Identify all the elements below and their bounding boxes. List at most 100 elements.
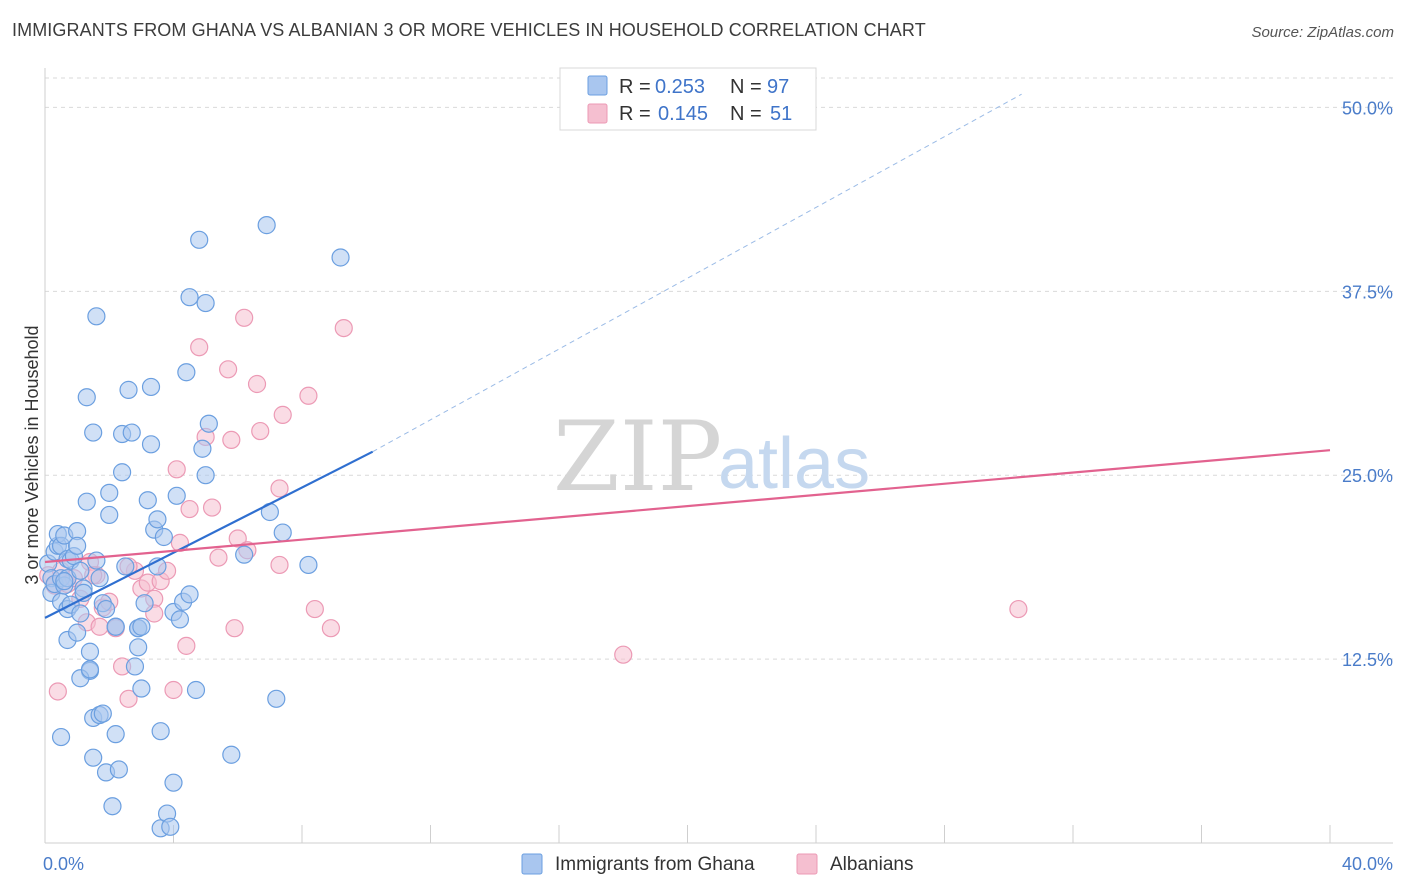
ghana-point-61 — [170, 610, 190, 629]
ghana-point-89 — [141, 435, 161, 454]
trend-lines — [44, 93, 1331, 619]
legend-r-label-albanians: R = — [619, 103, 651, 125]
albanians-point-45 — [334, 318, 353, 338]
ghana-trend-extension — [372, 93, 1022, 453]
albanians-point-27 — [190, 338, 209, 357]
ghana-point-41 — [112, 463, 132, 482]
ghana-point-24 — [77, 492, 96, 511]
y-tick-label-2: 37.5% — [1342, 282, 1393, 302]
ghana-point-30 — [87, 307, 106, 326]
ghana-point-83 — [84, 748, 103, 767]
legend-n-value-ghana: 97 — [767, 76, 789, 98]
albanians-point-39 — [270, 479, 289, 498]
ghana-point-84 — [93, 704, 112, 723]
ghana-point-70 — [196, 466, 215, 485]
ghana-point-40 — [109, 760, 128, 779]
albanians-point-37 — [247, 374, 267, 394]
ghana-point-29 — [87, 551, 106, 570]
ghana-point-82 — [80, 660, 100, 679]
watermark-zip: ZIP — [553, 401, 722, 513]
ghana-point-93 — [55, 572, 74, 591]
albanians-point-38 — [251, 421, 270, 441]
albanians-point-30 — [209, 548, 228, 567]
legend-n-label-albanians: N = — [730, 103, 762, 125]
albanians-point-26 — [180, 499, 199, 519]
albanians-point-22 — [164, 680, 183, 700]
grid-lines — [45, 77, 1393, 660]
ghana-point-32 — [90, 569, 109, 588]
ghana-point-85 — [125, 657, 145, 676]
albanians-point-44 — [321, 619, 341, 638]
ghana-point-25 — [80, 642, 100, 661]
albanians-point-41 — [273, 405, 292, 424]
ghana-point-38 — [106, 725, 125, 744]
ghana-point-65 — [180, 288, 199, 307]
ghana-point-79 — [331, 248, 350, 267]
watermark: ZIP atlas — [553, 401, 870, 513]
x-tick-labels: 0.0% 40.0% — [43, 854, 1393, 874]
series-legend: Immigrants from Ghana Albanians — [521, 853, 913, 875]
ghana-point-76 — [267, 689, 286, 708]
legend-r-value-albanians: 0.145 — [658, 103, 708, 125]
albanians-point-47 — [1009, 599, 1028, 619]
albanians-point-46 — [614, 645, 633, 664]
y-tick-label-1: 25.0% — [1342, 466, 1393, 486]
legend-swatch-albanians — [587, 103, 608, 124]
ghana-point-36 — [100, 483, 119, 502]
ghana-point-91 — [96, 599, 116, 619]
ghana-point-57 — [161, 817, 180, 836]
ghana-point-64 — [180, 585, 199, 604]
albanians-point-23 — [167, 460, 186, 479]
legend-r-value-ghana: 0.253 — [655, 76, 705, 98]
ghana-point-37 — [103, 797, 122, 816]
ghana-point-47 — [132, 679, 151, 698]
legend-swatch-ghana — [587, 75, 608, 96]
legend-n-label-ghana: N = — [730, 76, 762, 98]
ghana-point-80 — [51, 727, 71, 747]
ghana-point-69 — [196, 293, 215, 313]
y-tick-labels: 12.5% 25.0% 37.5% 50.0% — [1342, 98, 1393, 670]
ghana-point-45 — [129, 638, 148, 657]
albanians-point-10 — [90, 617, 109, 636]
ghana-point-27 — [84, 423, 103, 442]
bottom-legend-label-albanians: Albanians — [830, 854, 913, 875]
albanians-point-34 — [228, 529, 247, 548]
series-ghana — [39, 216, 350, 838]
ghana-point-77 — [273, 523, 292, 542]
ghana-point-95 — [132, 617, 151, 636]
source-credit: Source: ZipAtlas.com — [1251, 24, 1394, 41]
ghana-point-74 — [257, 216, 276, 235]
ghana-point-49 — [138, 491, 157, 510]
x-tick-label-0: 0.0% — [43, 854, 84, 874]
ghana-point-68 — [193, 439, 212, 458]
albanians-point-2 — [48, 682, 67, 701]
albanians-point-32 — [222, 430, 241, 450]
bottom-legend-swatch-ghana — [521, 853, 543, 875]
ghana-point-58 — [164, 773, 183, 792]
ghana-point-87 — [151, 722, 170, 741]
chart-title: IMMIGRANTS FROM GHANA VS ALBANIAN 3 OR M… — [12, 20, 926, 40]
albanians-point-25 — [177, 636, 196, 655]
ghana-point-92 — [68, 623, 87, 642]
albanians-point-15 — [119, 689, 138, 708]
y-axis-label: 3 or more Vehicles in Household — [22, 325, 42, 584]
ghana-point-71 — [199, 414, 218, 433]
albanians-point-29 — [202, 498, 222, 517]
watermark-atlas: atlas — [718, 424, 870, 504]
albanians-point-31 — [219, 360, 238, 379]
albanians-point-43 — [305, 599, 324, 619]
ghana-point-22 — [71, 604, 90, 623]
legend-n-value-albanians: 51 — [770, 103, 792, 125]
ghana-point-21 — [71, 561, 90, 580]
ghana-point-73 — [235, 545, 254, 564]
bottom-legend-label-ghana: Immigrants from Ghana — [555, 854, 755, 875]
ghana-point-35 — [100, 505, 119, 525]
ghana-point-50 — [141, 377, 161, 397]
albanians-point-42 — [299, 386, 318, 405]
ghana-point-90 — [116, 557, 135, 576]
albanians-point-36 — [235, 308, 254, 327]
bottom-legend-swatch-albanians — [796, 853, 818, 875]
ghana-trend-line — [44, 450, 374, 619]
ghana-point-53 — [148, 510, 167, 529]
